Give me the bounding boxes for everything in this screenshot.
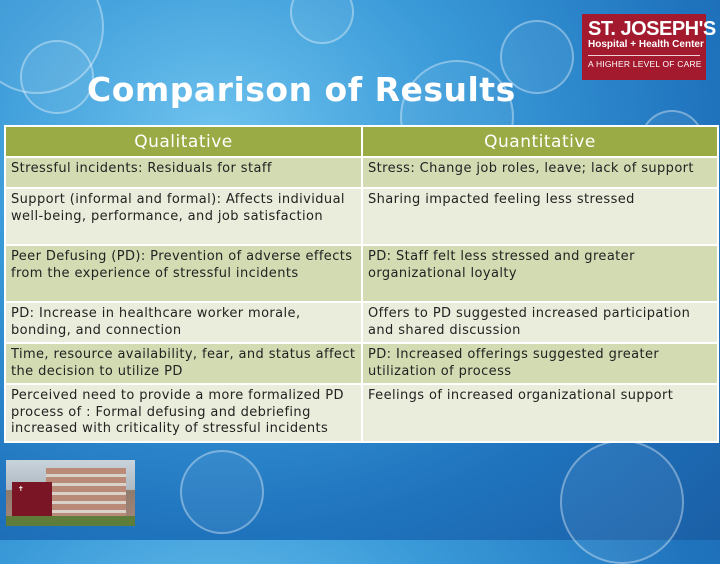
building-facade [46, 468, 126, 516]
qualitative-cell: Time, resource availability, fear, and s… [4, 342, 363, 385]
logo-divider [588, 55, 700, 56]
logo-name: ST. JOSEPH'S [588, 18, 716, 40]
hospital-building-photo: ✝ [6, 460, 135, 526]
quantitative-cell: Stress: Change job roles, leave; lack of… [361, 156, 719, 189]
qualitative-cell: Support (informal and formal): Affects i… [4, 187, 363, 246]
lawn [6, 516, 135, 526]
header-quantitative: Quantitative [361, 125, 719, 158]
quantitative-cell: Sharing impacted feeling less stressed [361, 187, 719, 246]
logo-tagline: A HIGHER LEVEL OF CARE [588, 59, 702, 69]
table-row: Stressful incidents: Residuals for staff… [4, 156, 719, 189]
header-qualitative: Qualitative [4, 125, 363, 158]
table-row: Support (informal and formal): Affects i… [4, 187, 719, 246]
quantitative-cell: PD: Increased offerings suggested greate… [361, 342, 719, 385]
table-row: Peer Defusing (PD): Prevention of advers… [4, 244, 719, 303]
comparison-table: Qualitative Quantitative Stressful incid… [4, 125, 719, 443]
hospital-logo: ST. JOSEPH'S Hospital + Health Center A … [582, 14, 716, 80]
qualitative-cell: Peer Defusing (PD): Prevention of advers… [4, 244, 363, 303]
table-row: Perceived need to provide a more formali… [4, 383, 719, 443]
background-bubble [290, 0, 354, 44]
table-header-row: Qualitative Quantitative [4, 125, 719, 158]
table-row: PD: Increase in healthcare worker morale… [4, 301, 719, 344]
background-bubble [180, 450, 264, 534]
sign-cross-icon: ✝ [18, 485, 24, 493]
qualitative-cell: Perceived need to provide a more formali… [4, 383, 363, 443]
qualitative-cell: Stressful incidents: Residuals for staff [4, 156, 363, 189]
page-title: Comparison of Results [87, 70, 516, 109]
qualitative-cell: PD: Increase in healthcare worker morale… [4, 301, 363, 344]
hospital-sign: ✝ [12, 482, 52, 522]
background-bubble [560, 440, 684, 564]
logo-subtitle: Hospital + Health Center [588, 39, 704, 50]
quantitative-cell: Feelings of increased organizational sup… [361, 383, 719, 443]
table-row: Time, resource availability, fear, and s… [4, 342, 719, 385]
quantitative-cell: PD: Staff felt less stressed and greater… [361, 244, 719, 303]
quantitative-cell: Offers to PD suggested increased partici… [361, 301, 719, 344]
background-bubble [20, 40, 94, 114]
background-bubble [500, 20, 574, 94]
